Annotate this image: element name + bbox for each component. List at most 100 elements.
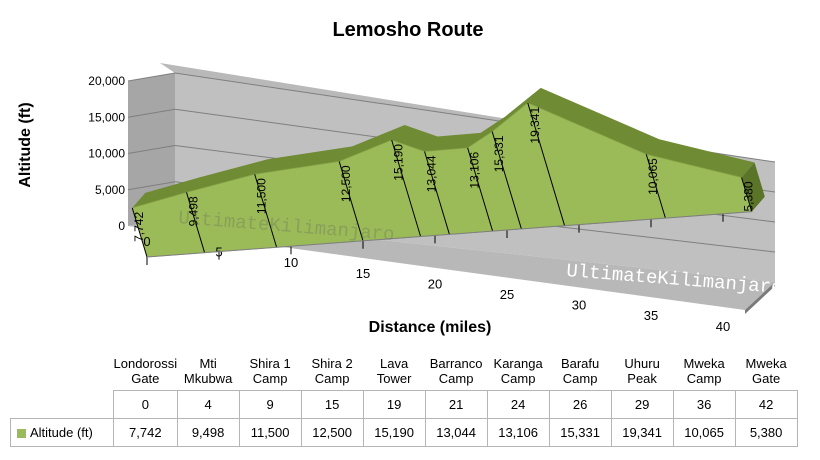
data-drop-line (467, 147, 494, 232)
data-label: 13,044 (425, 155, 439, 192)
altitude-cell: 9,498 (176, 418, 240, 447)
camp-name-cell: Lava Tower (363, 346, 425, 391)
data-drop-line (527, 102, 566, 226)
miles-cell: 21 (424, 390, 488, 419)
camp-name-line: Mweka (745, 356, 787, 371)
series-label: Altitude (ft) (30, 425, 93, 440)
camp-name-line: Camp (252, 371, 288, 386)
camp-name-line: Camp (314, 371, 350, 386)
camp-name-line: Shira 2 (311, 356, 353, 371)
miles-cell: 24 (486, 390, 550, 419)
altitude-series (131, 87, 765, 258)
data-drop-line (741, 177, 753, 212)
y-tick-label: 5,000 (95, 183, 125, 197)
camp-name-line: Barranco (429, 356, 483, 371)
area-top-surface (132, 87, 755, 208)
altitude-cell: 19,341 (610, 418, 674, 447)
data-drop-line (391, 139, 422, 237)
camp-name-line: Shira 1 (249, 356, 291, 371)
miles-cell: 4 (176, 390, 240, 419)
table-corner (11, 346, 114, 391)
miles-cell: 36 (672, 390, 736, 419)
camp-name-line: Uhuru (624, 356, 660, 371)
chart-title: Lemosho Route (332, 19, 483, 41)
altitude-cell: 11,500 (238, 418, 302, 447)
miles-cell: 9 (238, 390, 302, 419)
area-front-face (131, 102, 753, 258)
camp-name-cell: Uhuru Peak (611, 346, 673, 391)
y-tick-label: 10,000 (88, 147, 125, 161)
camp-name-line: Mweka (683, 356, 725, 371)
camp-name-cell: Mti Mkubwa (177, 346, 239, 391)
miles-cell: 15 (300, 390, 364, 419)
altitude-cell: 15,190 (362, 418, 426, 447)
camp-name-line: Londorossi (113, 356, 178, 371)
y-tick-label: 15,000 (88, 110, 125, 124)
y-tick-label: 0 (118, 219, 125, 233)
x-tick-label: 20 (428, 276, 442, 291)
x-tick-label: 15 (356, 266, 370, 281)
area-end-face (741, 162, 765, 212)
data-label: 15,190 (392, 144, 406, 181)
x-tick-label: 40 (716, 319, 730, 334)
camp-name-line: Gate (752, 371, 781, 386)
data-drop-line (254, 174, 278, 248)
altitude-cell: 12,500 (300, 418, 364, 447)
altitude-cell: 15,331 (548, 418, 612, 447)
x-tick-label: 30 (572, 298, 586, 313)
camp-name-line: Mti (199, 356, 217, 371)
altitude-cell: 13,044 (424, 418, 488, 447)
table-corner (11, 391, 114, 419)
camp-name-cell: Shira 1 Camp (239, 346, 301, 391)
miles-cell: 0 (113, 390, 178, 419)
altitude-cell: 5,380 (734, 418, 798, 447)
data-drop-line (338, 161, 364, 241)
x-tick-label: 35 (644, 308, 658, 323)
data-drop-line (131, 207, 148, 258)
data-label: 13,106 (468, 152, 482, 189)
camp-name-line: Camp (438, 371, 474, 386)
miles-cell: 19 (362, 390, 426, 419)
data-label: 15,331 (492, 135, 506, 172)
camp-name-line: Tower (376, 371, 412, 386)
x-tick-label: 0 (143, 234, 150, 249)
altitude-cell: 7,742 (113, 418, 178, 447)
side-gridline (127, 181, 176, 191)
camp-name-line: Barafu (560, 356, 600, 371)
side-gridline (127, 108, 176, 118)
data-label: 10,065 (646, 158, 660, 195)
y-tick-label: 20,000 (88, 74, 125, 88)
camp-name-line: Lava (380, 356, 409, 371)
data-drop-line (186, 192, 206, 253)
altitude-cell: 10,065 (672, 418, 736, 447)
data-label: 7,742 (132, 212, 146, 242)
y-axis-title: Altitude (ft) (17, 102, 34, 187)
data-label: 9,498 (187, 196, 201, 226)
camp-name-line: Peak (627, 371, 657, 386)
miles-row: 0 4 9 15 19 21 24 26 29 36 42 (11, 390, 798, 419)
camp-name-line: Camp (686, 371, 722, 386)
x-axis-line (146, 211, 752, 258)
x-tick-label: 25 (500, 287, 514, 302)
data-table: Londorossi Gate Mti Mkubwa Shira 1 Camp Shira … (10, 346, 798, 447)
camp-name-cell: Karanga Camp (487, 346, 549, 391)
altitude-chart: Lemosho Route Altitude (ft) Distance (mi… (17, 19, 776, 336)
altitude-cell: 13,106 (486, 418, 550, 447)
camp-name-line: Karanga (493, 356, 543, 371)
camp-name-cell: Mweka Camp (673, 346, 735, 391)
camp-name-line: Camp (562, 371, 598, 386)
x-tick-label: 10 (284, 255, 298, 270)
data-drop-line (645, 154, 666, 219)
camp-name-line: Camp (500, 371, 536, 386)
altitude-row: Altitude (ft) 7,742 9,498 11,500 12,500 15,1… (10, 418, 798, 447)
camp-name-cell: Barafu Camp (549, 346, 611, 391)
camp-name-cell: Mweka Gate (735, 346, 797, 391)
miles-cell: 42 (734, 390, 798, 419)
data-label: 5,380 (742, 181, 756, 211)
side-gridline (127, 72, 176, 82)
camp-name-cell: Londorossi Gate (114, 346, 178, 391)
data-label: 19,341 (528, 107, 542, 144)
data-label: 11,500 (255, 178, 269, 214)
data-labels: 7,742 9,498 11,500 12,500 15,190 13,044 13,106… (131, 102, 756, 258)
legend-swatch (17, 429, 26, 439)
